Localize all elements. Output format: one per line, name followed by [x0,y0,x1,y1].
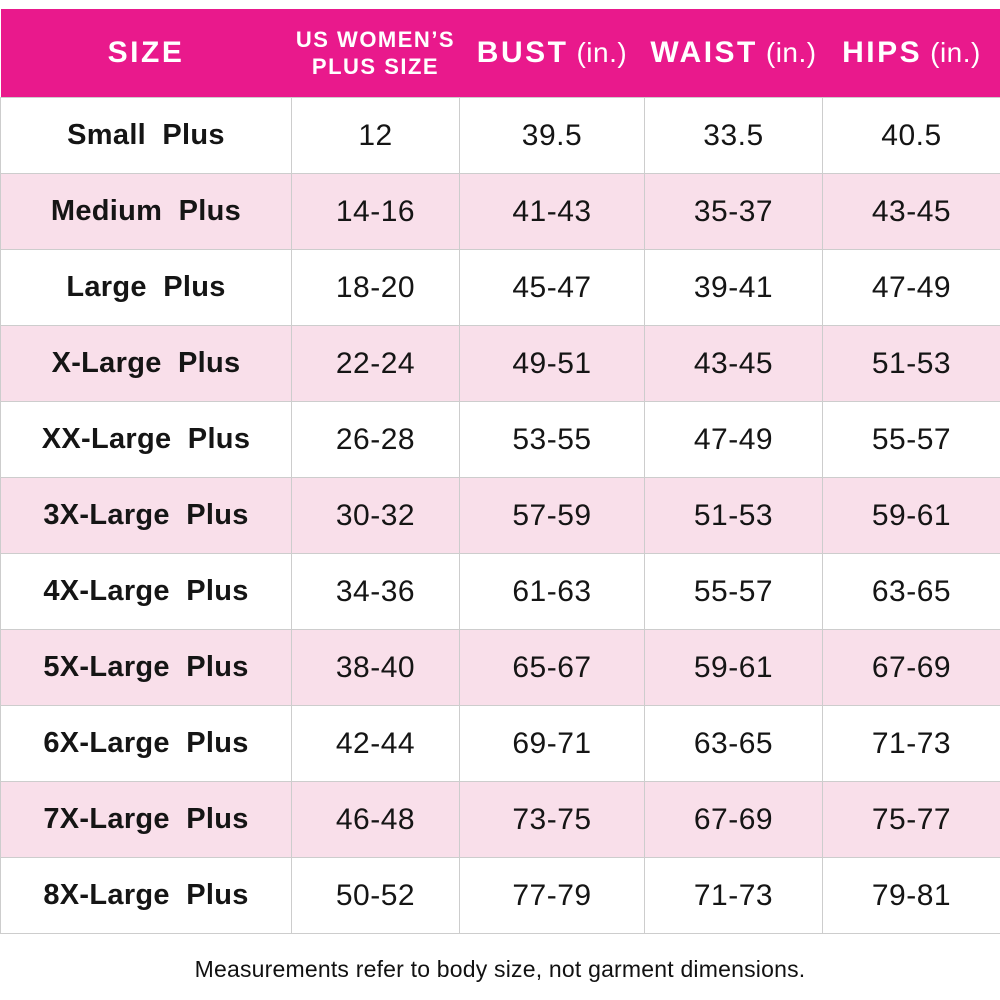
footnote: Measurements refer to body size, not gar… [194,956,806,982]
header-waist-label: WAIST [650,36,758,69]
bust-cell: 41-43 [459,173,645,250]
hips-cell: 43-45 [822,173,1000,250]
size-cell: X-Large Plus [0,325,292,402]
header-waist-unit: (in.) [765,37,817,68]
us-size-cell: 42-44 [291,705,460,782]
bust-cell: 69-71 [459,705,645,782]
waist-cell: 59-61 [644,629,823,706]
table-row: 5X-Large Plus 38-40 65-67 59-61 67-69 [0,629,1000,706]
us-size-cell: 30-32 [291,477,460,554]
us-size-cell: 46-48 [291,781,460,858]
hips-cell: 67-69 [822,629,1000,706]
bust-cell: 49-51 [459,325,645,402]
header-bust-label: BUST [476,36,569,69]
bust-cell: 61-63 [459,553,645,630]
size-cell: 7X-Large Plus [0,781,292,858]
us-size-cell: 14-16 [291,173,460,250]
header-size-label: SIZE [107,36,185,69]
waist-cell: 43-45 [644,325,823,402]
waist-cell: 63-65 [644,705,823,782]
header-waist: WAIST (in.) [644,9,823,98]
waist-cell: 35-37 [644,173,823,250]
size-cell: Large Plus [0,249,292,326]
size-cell: Medium Plus [0,173,292,250]
table-header-row: SIZE US WOMEN’S PLUS SIZE BUST (in.) WAIS… [0,9,1000,98]
us-size-cell: 22-24 [291,325,460,402]
table-row: Large Plus 18-20 45-47 39-41 47-49 [0,249,1000,326]
us-size-cell: 38-40 [291,629,460,706]
hips-cell: 59-61 [822,477,1000,554]
table-row: Medium Plus 14-16 41-43 35-37 43-45 [0,173,1000,250]
us-size-cell: 50-52 [291,857,460,934]
hips-cell: 79-81 [822,857,1000,934]
size-chart-table: SIZE US WOMEN’S PLUS SIZE BUST (in.) WAIS… [0,9,1000,934]
waist-cell: 71-73 [644,857,823,934]
waist-cell: 55-57 [644,553,823,630]
table-row: X-Large Plus 22-24 49-51 43-45 51-53 [0,325,1000,402]
header-bust: BUST (in.) [459,9,645,98]
waist-cell: 39-41 [644,249,823,326]
header-us-plus-size: US WOMEN’S PLUS SIZE [291,9,460,98]
header-bust-unit: (in.) [576,37,628,68]
table-row: 6X-Large Plus 42-44 69-71 63-65 71-73 [0,705,1000,782]
bust-cell: 65-67 [459,629,645,706]
hips-cell: 75-77 [822,781,1000,858]
hips-cell: 40.5 [822,97,1000,174]
us-size-cell: 26-28 [291,401,460,478]
table-row: 7X-Large Plus 46-48 73-75 67-69 75-77 [0,781,1000,858]
table-row: XX-Large Plus 26-28 53-55 47-49 55-57 [0,401,1000,478]
waist-cell: 47-49 [644,401,823,478]
header-hips-label: HIPS [842,36,923,69]
hips-cell: 47-49 [822,249,1000,326]
size-cell: Small Plus [0,97,292,174]
header-hips-unit: (in.) [930,37,981,68]
waist-cell: 51-53 [644,477,823,554]
table-row: 4X-Large Plus 34-36 61-63 55-57 63-65 [0,553,1000,630]
header-size: SIZE [0,9,292,98]
hips-cell: 63-65 [822,553,1000,630]
us-size-cell: 34-36 [291,553,460,630]
table-row: 8X-Large Plus 50-52 77-79 71-73 79-81 [0,857,1000,934]
bust-cell: 53-55 [459,401,645,478]
bust-cell: 73-75 [459,781,645,858]
size-cell: 3X-Large Plus [0,477,292,554]
size-cell: XX-Large Plus [0,401,292,478]
table-row: Small Plus 12 39.5 33.5 40.5 [0,97,1000,174]
size-cell: 5X-Large Plus [0,629,292,706]
size-cell: 4X-Large Plus [0,553,292,630]
hips-cell: 51-53 [822,325,1000,402]
table-row: 3X-Large Plus 30-32 57-59 51-53 59-61 [0,477,1000,554]
size-cell: 6X-Large Plus [0,705,292,782]
bust-cell: 57-59 [459,477,645,554]
waist-cell: 67-69 [644,781,823,858]
us-size-cell: 18-20 [291,249,460,326]
hips-cell: 71-73 [822,705,1000,782]
size-cell: 8X-Large Plus [0,857,292,934]
hips-cell: 55-57 [822,401,1000,478]
bust-cell: 77-79 [459,857,645,934]
header-us-line2: PLUS SIZE [311,54,440,79]
us-size-cell: 12 [291,97,460,174]
waist-cell: 33.5 [644,97,823,174]
bust-cell: 39.5 [459,97,645,174]
bust-cell: 45-47 [459,249,645,326]
header-us-line1: US WOMEN’S [295,27,456,52]
header-hips: HIPS (in.) [822,9,1000,98]
